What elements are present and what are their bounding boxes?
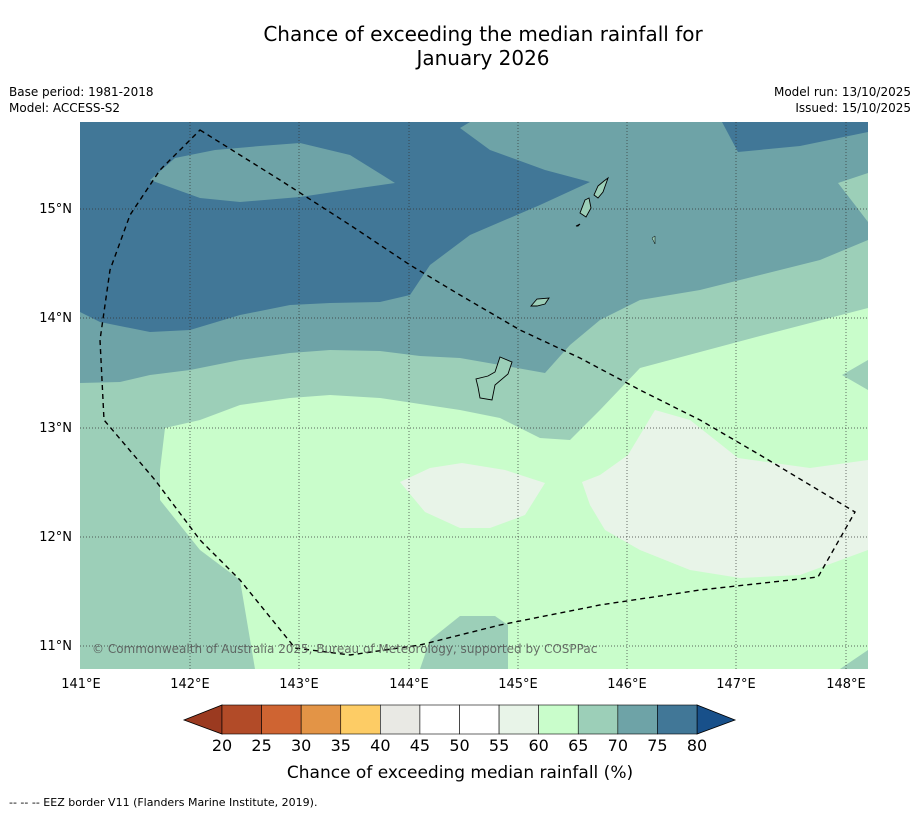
model-run: Model run: 13/10/2025 [773,85,911,99]
meta-right: Model run: 13/10/2025 Issued: 15/10/2025 [774,84,911,116]
lat-label-15n: 15°N [39,202,72,217]
graticule [80,122,868,669]
colorbar-segment-60-65 [538,704,579,735]
lon-labels: 141°E 142°E 143°E 144°E 145°E 146°E 147°… [61,677,866,692]
map-area: © Commonwealth of Australia 2025, Bureau… [80,122,868,669]
colorbar-tick-80: 80 [687,736,707,755]
band-55-60-centre [400,463,545,528]
copyright-text: © Commonwealth of Australia 2025, Bureau… [92,642,597,656]
lon-label-146e: 146°E [607,677,647,692]
title-line-1: Chance of exceeding the median rainfall … [263,22,703,46]
band-70-75-island [150,143,395,202]
colorbar-segment-45-50 [419,704,460,735]
colorbar-segment-40-45 [380,704,421,735]
colorbar-segment-75-80 [657,704,698,735]
lat-label-12n: 12°N [39,530,72,545]
colorbar-segment-70-75 [617,704,658,735]
band-75-80-ne [722,122,868,152]
colorbar-tick-70: 70 [608,736,628,755]
footnote: -- -- -- EEZ border V11 (Flanders Marine… [9,796,318,809]
lat-label-14n: 14°N [39,311,72,326]
colorbar-tick-55: 55 [489,736,509,755]
meta-left: Base period: 1981-2018 Model: ACCESS-S2 [9,84,154,116]
islands [475,176,656,401]
colorbar-tick-20: 20 [212,736,232,755]
lat-labels: 15°N 14°N 13°N 12°N 11°N [39,202,72,654]
island-rota [530,297,550,307]
lon-label-148e: 148°E [826,677,866,692]
lat-label-13n: 13°N [39,421,72,436]
colorbar-under-arrow [182,704,223,735]
band-65-70-east [842,360,868,390]
title-line-2: January 2026 [416,46,550,70]
lon-label-145e: 145°E [498,677,538,692]
chart-title: Chance of exceeding the median rainfall … [0,22,919,70]
colorbar-segment-65-70 [577,704,619,735]
colorbar-tick-75: 75 [647,736,667,755]
lon-label-141e: 141°E [61,677,101,692]
lat-label-11n: 11°N [39,639,72,654]
model-name: Model: ACCESS-S2 [9,101,121,115]
island-guam [475,356,513,401]
colorbar-segment-20-25 [221,704,262,735]
colorbar-tick-60: 60 [528,736,548,755]
island-saipan [593,176,609,199]
base-period: Base period: 1981-2018 [9,85,154,99]
island-aguijan [575,223,581,227]
colorbar-tick-45: 45 [410,736,430,755]
lon-label-142e: 142°E [170,677,210,692]
island-small-east [651,235,656,245]
colorbar: 20 25 30 35 40 45 50 55 60 65 70 75 80 Chance of exc… [182,704,737,783]
lon-label-143e: 143°E [279,677,319,692]
band-65-70-ne-patch [838,173,868,222]
lon-label-147e: 147°E [716,677,756,692]
band-55-60-east [582,410,868,578]
colorbar-tick-35: 35 [331,736,351,755]
colorbar-segment-30-35 [300,704,342,735]
colorbar-segment-25-30 [261,704,302,735]
colorbar-segment-55-60 [498,704,539,735]
colorbar-tick-30: 30 [291,736,311,755]
colorbar-tick-50: 50 [449,736,469,755]
colorbar-segment-50-55 [459,704,500,735]
colorbar-tick-40: 40 [370,736,390,755]
colorbar-tick-25: 25 [251,736,271,755]
band-65-70-south [420,616,508,669]
band-65-70-se [840,650,868,669]
colorbar-label: Chance of exceeding median rainfall (%) [287,763,633,783]
eez-border [99,129,856,656]
colorbar-tick-65: 65 [568,736,588,755]
island-tinian [579,197,592,218]
colorbar-over-arrow [696,704,737,735]
issued-date: Issued: 15/10/2025 [795,101,911,115]
lon-label-144e: 144°E [389,677,429,692]
colorbar-segment-35-40 [340,704,381,735]
